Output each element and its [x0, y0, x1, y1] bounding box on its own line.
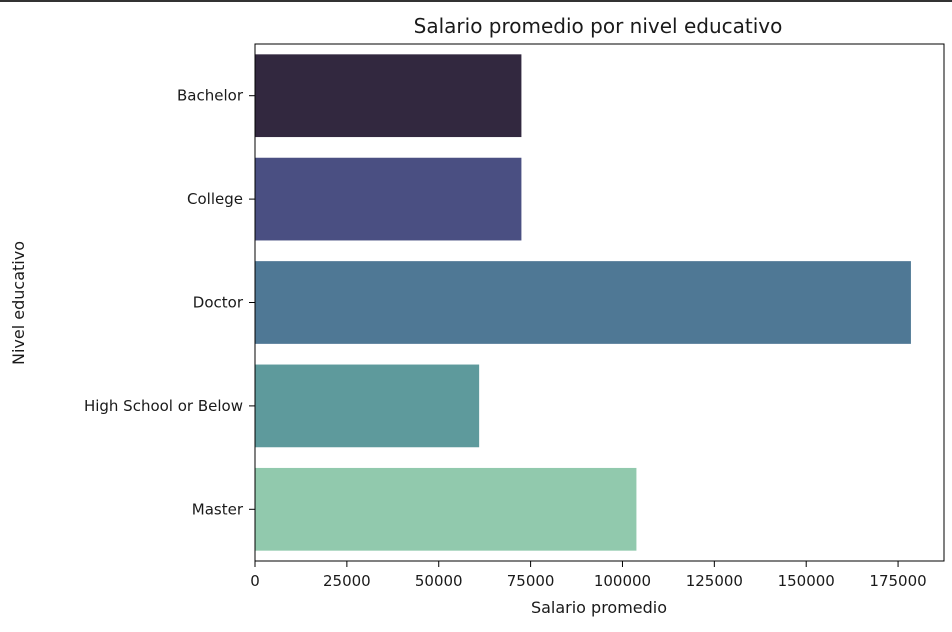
y-axis-label: Nivel educativo: [9, 241, 28, 365]
x-tick-label: 175000: [869, 572, 926, 590]
x-tick-label: 125000: [686, 572, 743, 590]
x-tick-label: 50000: [415, 572, 463, 590]
bar-high-school-or-below: [255, 364, 480, 448]
bars-layer: [255, 54, 911, 551]
x-tick-label: 75000: [507, 572, 555, 590]
bar-doctor: [255, 261, 911, 344]
x-tick-label: 25000: [323, 572, 371, 590]
y-tick-label: Master: [192, 500, 244, 518]
bar-master: [255, 467, 637, 551]
y-tick-label: High School or Below: [84, 397, 243, 415]
y-tick-label: Doctor: [193, 294, 244, 312]
x-axis-label: Salario promedio: [531, 598, 667, 617]
y-axis-ticks: Bachelor College Doctor High School or Belo…: [84, 87, 255, 518]
x-tick-label: 100000: [594, 572, 651, 590]
bar-college: [255, 157, 522, 241]
y-tick-label: College: [187, 190, 243, 208]
bar-bachelor: [255, 54, 522, 138]
window-top-border: [0, 0, 952, 2]
y-tick-label: Bachelor: [177, 87, 244, 105]
x-tick-label: 150000: [778, 572, 835, 590]
x-axis-ticks: 0 25000 50000 75000 100000 125000 150000 175000: [250, 561, 927, 590]
chart-title: Salario promedio por nivel educativo: [414, 14, 783, 38]
x-tick-label: 0: [250, 572, 260, 590]
